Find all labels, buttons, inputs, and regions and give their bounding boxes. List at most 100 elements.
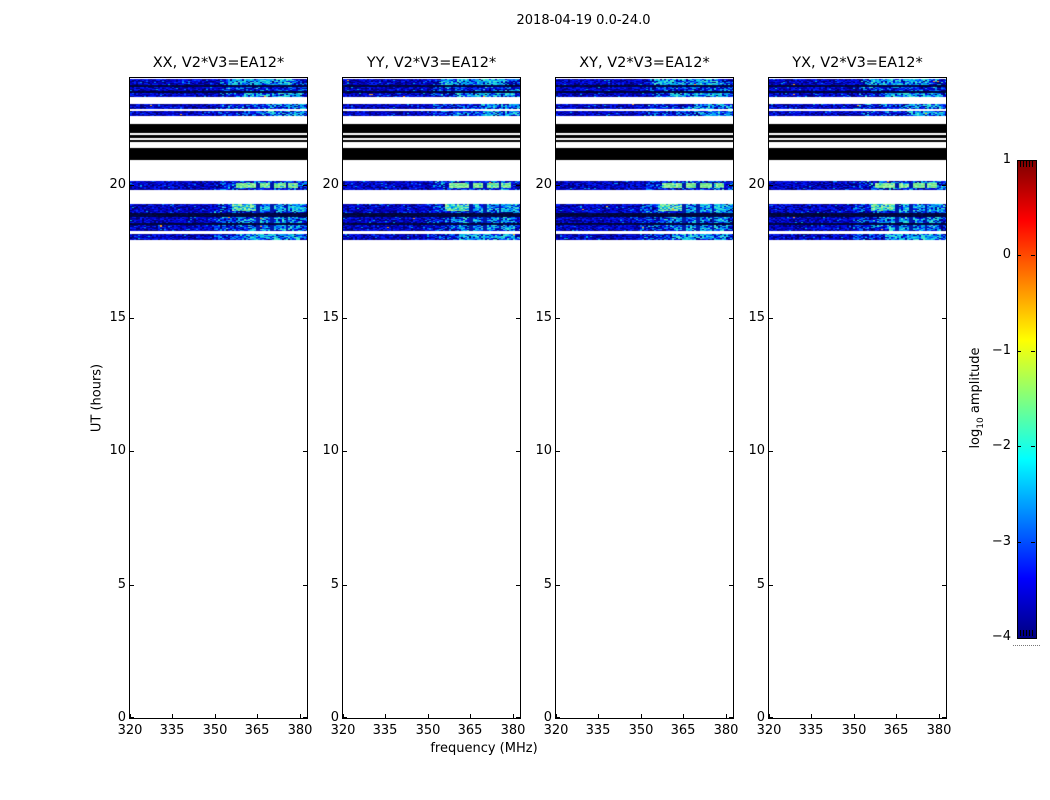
panel-title: YX, V2*V3=EA12* <box>792 55 923 71</box>
x-tick-label: 350 <box>841 723 867 738</box>
x-tick-mark <box>428 714 429 718</box>
y-tick-label: 5 <box>756 577 765 592</box>
x-tick-label: 320 <box>756 723 782 738</box>
colorbar-label-sub: 10 <box>975 417 986 429</box>
x-tick-label: 335 <box>798 723 824 738</box>
y-tick-label: 15 <box>535 310 552 325</box>
x-tick-label: 380 <box>926 723 952 738</box>
colorbar-tick-label: −2 <box>991 438 1011 453</box>
y-tick-label: 5 <box>330 577 339 592</box>
spectrogram-panel <box>129 77 308 719</box>
x-tick-mark <box>300 714 301 718</box>
x-tick-label: 350 <box>202 723 228 738</box>
y-tick-mark <box>942 185 946 186</box>
panel-title: YY, V2*V3=EA12* <box>366 55 497 71</box>
y-tick-mark <box>942 318 946 319</box>
y-tick-label: 10 <box>109 443 126 458</box>
x-tick-label: 365 <box>244 723 270 738</box>
y-tick-mark <box>769 451 773 452</box>
x-tick-mark <box>343 714 344 718</box>
y-tick-mark <box>729 717 733 718</box>
y-tick-mark <box>343 318 347 319</box>
colorbar-tick-mark <box>1017 255 1021 256</box>
y-tick-mark <box>729 185 733 186</box>
x-tick-mark <box>769 714 770 718</box>
colorbar-end-hatch <box>1029 161 1030 167</box>
y-tick-label: 20 <box>748 177 765 192</box>
y-tick-mark <box>303 717 307 718</box>
y-tick-label: 10 <box>322 443 339 458</box>
y-tick-label: 0 <box>756 710 765 725</box>
colorbar-end-hatch <box>1020 630 1021 636</box>
y-tick-label: 20 <box>109 177 126 192</box>
y-tick-mark <box>942 451 946 452</box>
y-tick-mark <box>729 585 733 586</box>
y-tick-mark <box>556 318 560 319</box>
y-tick-mark <box>769 185 773 186</box>
colorbar-end-hatch <box>1026 630 1027 636</box>
colorbar-end-hatch <box>1032 161 1033 167</box>
y-tick-mark <box>516 451 520 452</box>
x-tick-mark <box>130 714 131 718</box>
y-tick-label: 5 <box>543 577 552 592</box>
spectrogram-canvas <box>769 78 946 718</box>
y-tick-mark <box>556 185 560 186</box>
y-tick-label: 10 <box>535 443 552 458</box>
y-tick-mark <box>516 717 520 718</box>
colorbar-tick-label: −3 <box>991 534 1011 549</box>
colorbar-tick-label: −4 <box>991 629 1011 644</box>
spectrogram-panel <box>555 77 734 719</box>
y-tick-label: 5 <box>117 577 126 592</box>
y-tick-label: 15 <box>748 310 765 325</box>
x-tick-label: 335 <box>585 723 611 738</box>
x-tick-label: 335 <box>159 723 185 738</box>
colorbar-tick-mark <box>1031 351 1035 352</box>
x-tick-mark <box>641 714 642 718</box>
y-tick-mark <box>303 451 307 452</box>
x-tick-mark <box>598 714 599 718</box>
x-tick-mark <box>257 714 258 718</box>
colorbar-end-hatch <box>1026 161 1027 167</box>
x-tick-label: 320 <box>330 723 356 738</box>
y-tick-mark <box>130 717 134 718</box>
colorbar-tick-mark <box>1017 446 1021 447</box>
spectrogram-panel <box>342 77 521 719</box>
colorbar-end-hatch <box>1020 161 1021 167</box>
y-tick-mark <box>769 585 773 586</box>
y-tick-label: 20 <box>322 177 339 192</box>
y-tick-mark <box>343 717 347 718</box>
colorbar-end-hatch <box>1032 630 1033 636</box>
y-tick-mark <box>769 318 773 319</box>
y-tick-label: 0 <box>330 710 339 725</box>
x-tick-mark <box>470 714 471 718</box>
x-tick-label: 365 <box>883 723 909 738</box>
y-tick-mark <box>130 585 134 586</box>
y-tick-mark <box>556 451 560 452</box>
x-tick-mark <box>726 714 727 718</box>
x-tick-mark <box>385 714 386 718</box>
colorbar-end-hatch <box>1029 630 1030 636</box>
x-tick-label: 380 <box>500 723 526 738</box>
colorbar-end-hatch <box>1023 630 1024 636</box>
colorbar-tick-label: −1 <box>991 343 1011 358</box>
spectrogram-canvas <box>343 78 520 718</box>
y-tick-mark <box>769 717 773 718</box>
x-tick-mark <box>215 714 216 718</box>
colorbar-label-prefix: log <box>968 428 984 449</box>
y-tick-mark <box>343 185 347 186</box>
x-tick-mark <box>513 714 514 718</box>
y-tick-label: 0 <box>117 710 126 725</box>
x-tick-mark <box>811 714 812 718</box>
x-tick-label: 365 <box>670 723 696 738</box>
colorbar-tick-label: 0 <box>1002 247 1011 262</box>
x-tick-mark <box>172 714 173 718</box>
y-tick-mark <box>303 185 307 186</box>
colorbar-tick-mark <box>1017 542 1021 543</box>
y-tick-mark <box>303 318 307 319</box>
colorbar-tick-mark <box>1017 351 1021 352</box>
y-tick-mark <box>130 318 134 319</box>
y-tick-mark <box>942 717 946 718</box>
x-tick-mark <box>683 714 684 718</box>
y-tick-mark <box>516 318 520 319</box>
colorbar-end-hatch <box>1023 161 1024 167</box>
